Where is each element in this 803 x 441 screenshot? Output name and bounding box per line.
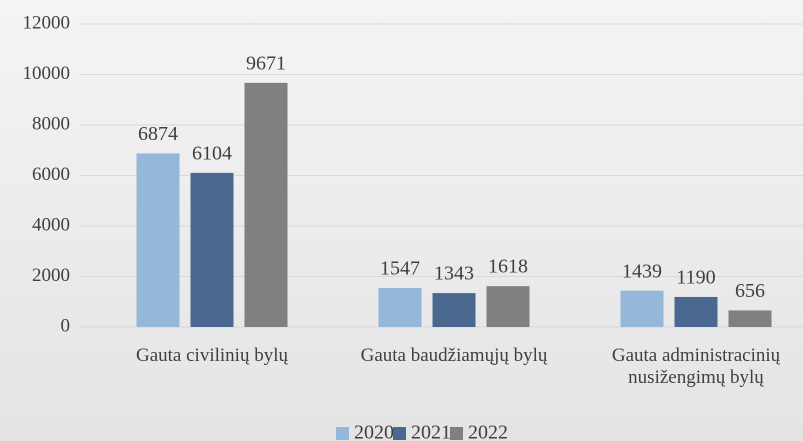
bar [244, 82, 288, 327]
x-tick-label: Gauta civilinių bylų [136, 345, 288, 366]
legend-label: 2021 [411, 422, 451, 441]
y-tick-label: 12000 [23, 12, 71, 33]
bar [136, 153, 180, 327]
bar [378, 287, 422, 327]
legend-label: 2020 [354, 422, 394, 441]
y-tick-label: 10000 [23, 63, 71, 84]
legend-swatch [393, 427, 406, 440]
legend-swatch [450, 427, 463, 440]
y-tick-label: 6000 [32, 164, 70, 185]
data-label: 1439 [622, 260, 662, 282]
x-tick-label: Gauta administracinių nusižengimų bylų [611, 345, 781, 388]
bar [486, 286, 530, 327]
data-label: 1547 [380, 258, 420, 280]
data-label: 1618 [488, 256, 528, 278]
bar [728, 310, 772, 327]
y-tick-label: 8000 [32, 113, 70, 134]
y-tick-label: 0 [61, 315, 71, 336]
y-tick-label: 4000 [32, 214, 70, 235]
data-label: 1190 [676, 267, 715, 289]
legend-label: 2022 [468, 422, 508, 441]
data-label: 1343 [434, 263, 474, 285]
bar [674, 296, 718, 327]
legend-swatch [336, 427, 349, 440]
data-label: 9671 [246, 52, 286, 74]
x-tick-label: Gauta baudžiamųjų bylų [360, 345, 548, 366]
data-label: 656 [735, 280, 765, 302]
bar [190, 172, 234, 327]
bar [432, 293, 476, 327]
bar [620, 290, 664, 327]
data-label: 6104 [192, 142, 232, 164]
data-label: 6874 [138, 123, 178, 145]
y-tick-label: 2000 [32, 265, 70, 286]
